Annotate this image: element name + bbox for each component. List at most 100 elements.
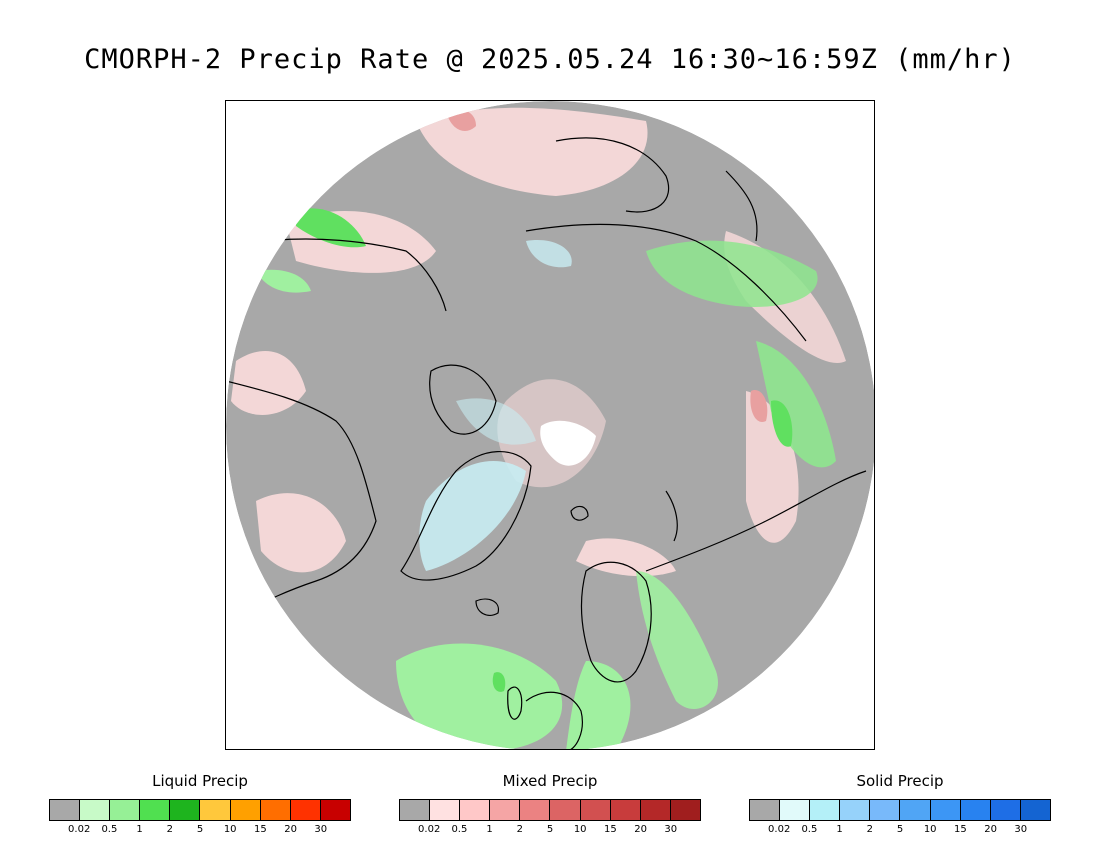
legend-swatch <box>750 800 781 820</box>
legend-swatch <box>320 800 350 820</box>
precip-patch-north-atlantic-rain <box>256 269 311 293</box>
legend-tick-label: 30 <box>664 824 678 835</box>
legend-swatch <box>230 800 261 820</box>
legend-tick-label: 10 <box>573 824 587 835</box>
solid-precip-legend: Solid Precip 0.02 0.5 1 2 5 10 15 20 30 <box>749 772 1051 837</box>
precip-patch-alaska-rain <box>771 400 793 447</box>
legend-colorbar <box>399 799 701 821</box>
legend-swatch <box>460 800 491 820</box>
legend-swatch <box>400 800 431 820</box>
coastline-kamchatka <box>725 170 758 242</box>
solid-patches <box>419 240 572 571</box>
legend-swatch <box>870 800 901 820</box>
legend-swatch <box>430 800 461 820</box>
legend-swatch <box>50 800 81 820</box>
legend-tick-labels: 0.02 0.5 1 2 5 10 15 20 30 <box>749 821 1051 837</box>
coastline-svalbard <box>570 505 589 521</box>
legend-swatch <box>490 800 521 820</box>
legend-swatch <box>260 800 291 820</box>
legend-tick-label: 0.5 <box>101 824 118 835</box>
legend-title: Liquid Precip <box>152 772 248 790</box>
legend-tick-label: 15 <box>954 824 967 835</box>
legend-tick-label: 1 <box>486 824 493 835</box>
legend-swatch <box>550 800 581 820</box>
legend-tick-label: 20 <box>634 824 647 835</box>
precip-patch-canada-mixed <box>231 351 306 415</box>
coastline-canada <box>226 380 377 612</box>
precip-patch-canada-mixed <box>416 107 648 196</box>
legend-tick-label: 20 <box>284 824 297 835</box>
coastline-novaya-zemlya <box>665 490 678 542</box>
precip-patch-alaska-rain <box>296 208 366 248</box>
legend-swatch <box>810 800 841 820</box>
legend-swatch <box>520 800 551 820</box>
legend-swatch <box>990 800 1021 820</box>
coastline-alaska <box>265 238 447 312</box>
legend-tick-label: 2 <box>866 824 873 835</box>
legend-tick-label: 5 <box>896 824 904 835</box>
legend-swatch <box>170 800 201 820</box>
legend-swatch <box>930 800 961 820</box>
legend-swatch <box>670 800 700 820</box>
polar-precip-map <box>225 100 875 750</box>
legend-tick-label: 15 <box>254 824 267 835</box>
legend-tick-label: 15 <box>604 824 617 835</box>
legend-tick-label: 10 <box>223 824 237 835</box>
legend-swatch <box>840 800 871 820</box>
legend-tick-label: 0.5 <box>801 824 818 835</box>
precip-patch-alaska-rain <box>492 672 506 692</box>
precip-patch-scandinavia-rain <box>636 571 718 710</box>
legend-colorbar <box>749 799 1051 821</box>
legend-tick-label: 20 <box>984 824 997 835</box>
coastline-siberia-east <box>555 137 670 213</box>
coastline-russia-north <box>645 470 867 572</box>
coastline-greenland <box>400 451 532 581</box>
precip-patch-pole-no-data <box>540 420 596 466</box>
legend-swatch <box>80 800 111 820</box>
legend-title: Solid Precip <box>856 772 944 790</box>
legend-swatch <box>290 800 321 820</box>
precip-patch-greenland-ice-sheet <box>526 240 572 268</box>
mixed-precip-legend: Mixed Precip 0.02 0.5 1 2 5 10 15 20 30 <box>399 772 701 837</box>
legend-tick-label: 1 <box>836 824 843 835</box>
legend-title: Mixed Precip <box>502 772 598 790</box>
legend-swatch <box>900 800 931 820</box>
legend-swatch <box>1020 800 1050 820</box>
coastlines <box>226 137 867 749</box>
legend-tick-labels: 0.02 0.5 1 2 5 10 15 20 30 <box>399 821 701 837</box>
legend-tick-label: 30 <box>1014 824 1028 835</box>
legend-swatch <box>110 800 141 820</box>
legend-swatch <box>610 800 641 820</box>
legend-tick-label: 0.5 <box>451 824 468 835</box>
legend-tick-label: 0.02 <box>768 824 791 835</box>
map-disk <box>226 101 874 749</box>
legend-swatch <box>140 800 171 820</box>
legend-tick-label: 5 <box>546 824 554 835</box>
precip-patch-canada-mixed <box>576 538 676 577</box>
legend-swatch <box>780 800 811 820</box>
chart-title: CMORPH-2 Precip Rate @ 2025.05.24 16:30~… <box>84 44 1016 75</box>
coastline-siberia <box>525 223 807 342</box>
precip-patch-eastern-siberia-heavy <box>750 390 768 422</box>
legend-swatch <box>580 800 611 820</box>
coastline-europe <box>525 691 583 749</box>
precip-patch-north-atlantic-rain <box>396 643 563 749</box>
legend-tick-labels: 0.02 0.5 1 2 5 10 15 20 30 <box>49 821 351 837</box>
precip-patch-siberia-rain-band <box>756 341 836 468</box>
precip-patch-canada-mixed <box>256 493 346 573</box>
legend-tick-label: 2 <box>166 824 173 835</box>
coastline-canadian-archipelago <box>429 364 497 435</box>
liquid-precip-legend: Liquid Precip 0.02 0.5 1 2 5 10 15 20 30 <box>49 772 351 837</box>
legend-swatch <box>640 800 671 820</box>
legend-swatch <box>200 800 231 820</box>
legend-tick-label: 10 <box>923 824 937 835</box>
legend-tick-label: 1 <box>136 824 143 835</box>
legend-tick-label: 2 <box>516 824 523 835</box>
legend-tick-label: 5 <box>196 824 204 835</box>
legend-colorbar <box>49 799 351 821</box>
precip-patch-greenland-ice-sheet <box>456 398 536 445</box>
legend-tick-label: 0.02 <box>418 824 441 835</box>
precip-patch-greenland-ice-sheet <box>419 461 526 571</box>
precip-map-svg <box>226 101 874 749</box>
coastline-scandinavia <box>580 561 652 683</box>
